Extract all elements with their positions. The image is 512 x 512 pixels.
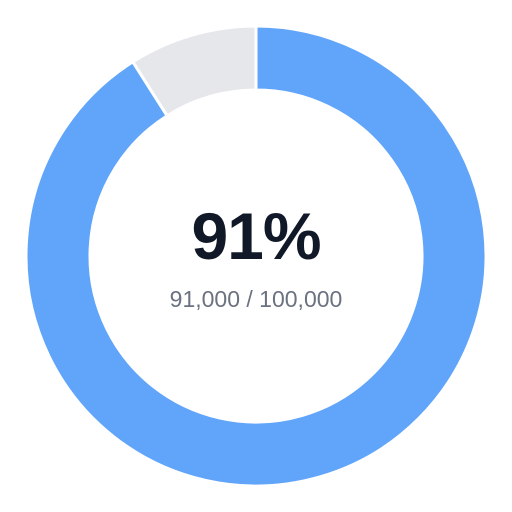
donut-filled-segment xyxy=(24,24,488,488)
